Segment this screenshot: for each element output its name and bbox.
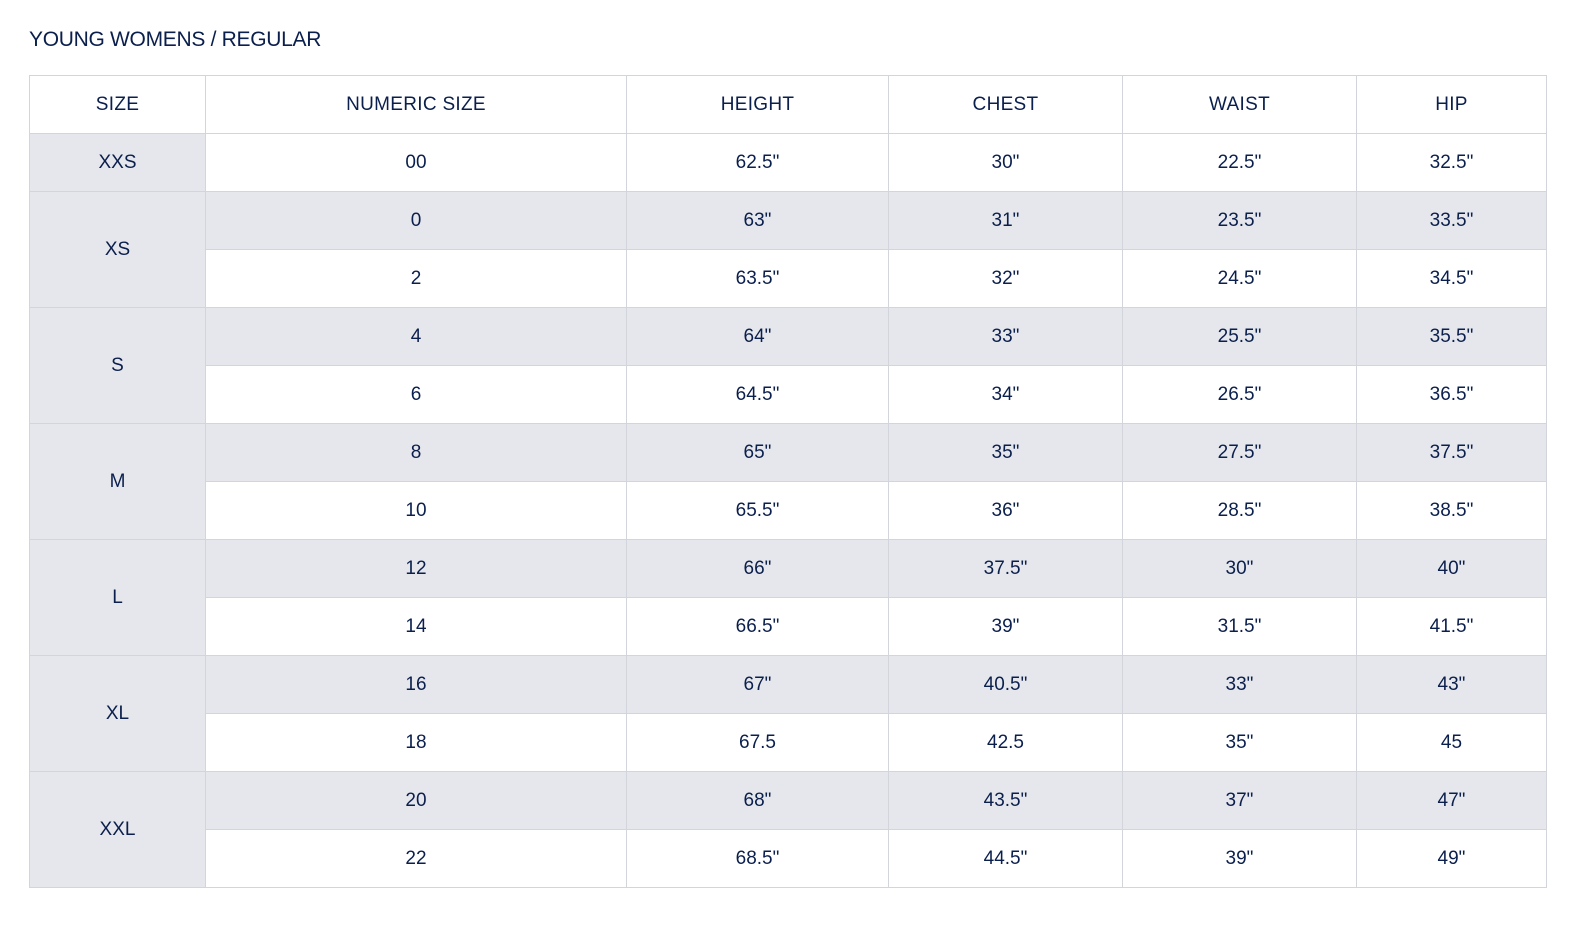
height-cell: 67"	[626, 655, 889, 714]
table-row: 18 67.5 42.5 35" 45	[30, 713, 1547, 772]
waist-cell: 33"	[1122, 655, 1357, 714]
size-label-cell: XXS	[29, 133, 206, 192]
table-row: 14 66.5" 39" 31.5" 41.5"	[30, 597, 1547, 656]
waist-cell: 35"	[1122, 713, 1357, 772]
table-row: XXS 00 62.5" 30" 22.5" 32.5"	[29, 133, 1547, 192]
numeric-size-cell: 22	[205, 829, 627, 888]
waist-cell: 22.5"	[1122, 133, 1357, 192]
table-row: 22 68.5" 44.5" 39" 49"	[30, 829, 1547, 888]
hip-cell: 33.5"	[1356, 191, 1547, 250]
waist-cell: 30"	[1122, 539, 1357, 598]
table-row: M 8 65" 35" 27.5" 37.5"	[29, 423, 1547, 540]
hip-cell: 35.5"	[1356, 307, 1547, 366]
table-row: S 4 64" 33" 25.5" 35.5"	[29, 307, 1547, 424]
numeric-size-cell: 0	[205, 191, 627, 250]
chest-cell: 30"	[888, 133, 1123, 192]
chest-cell: 31"	[888, 191, 1123, 250]
waist-cell: 25.5"	[1122, 307, 1357, 366]
height-cell: 64.5"	[626, 365, 889, 424]
height-cell: 64"	[626, 307, 889, 366]
hip-cell: 38.5"	[1356, 481, 1547, 540]
numeric-size-cell: 18	[205, 713, 627, 772]
chest-cell: 44.5"	[888, 829, 1123, 888]
size-label-cell: L	[29, 539, 206, 656]
chest-cell: 42.5	[888, 713, 1123, 772]
numeric-size-cell: 12	[205, 539, 627, 598]
hip-cell: 36.5"	[1356, 365, 1547, 424]
chest-cell: 43.5"	[888, 771, 1123, 830]
column-header-height: HEIGHT	[626, 75, 889, 134]
hip-cell: 45	[1356, 713, 1547, 772]
column-header-waist: WAIST	[1122, 75, 1357, 134]
table-row: L 12 66" 37.5" 30" 40"	[29, 539, 1547, 656]
column-header-chest: CHEST	[888, 75, 1123, 134]
chest-cell: 36"	[888, 481, 1123, 540]
table-row: 6 64.5" 34" 26.5" 36.5"	[30, 365, 1547, 424]
hip-cell: 49"	[1356, 829, 1547, 888]
numeric-size-cell: 6	[205, 365, 627, 424]
page-title: YOUNG WOMENS / REGULAR	[29, 28, 322, 51]
height-cell: 65.5"	[626, 481, 889, 540]
table-row: XXL 20 68" 43.5" 37" 47"	[29, 771, 1547, 888]
numeric-size-cell: 20	[205, 771, 627, 830]
height-cell: 68"	[626, 771, 889, 830]
numeric-size-cell: 16	[205, 655, 627, 714]
hip-cell: 40"	[1356, 539, 1547, 598]
hip-cell: 43"	[1356, 655, 1547, 714]
waist-cell: 26.5"	[1122, 365, 1357, 424]
waist-cell: 24.5"	[1122, 249, 1357, 308]
column-header-numeric-size: NUMERIC SIZE	[205, 75, 627, 134]
chest-cell: 34"	[888, 365, 1123, 424]
waist-cell: 31.5"	[1122, 597, 1357, 656]
header-row: SIZE NUMERIC SIZE HEIGHT CHEST WAIST HIP	[29, 75, 1547, 134]
size-label-cell: XS	[29, 191, 206, 308]
height-cell: 63.5"	[626, 249, 889, 308]
chest-cell: 33"	[888, 307, 1123, 366]
hip-cell: 47"	[1356, 771, 1547, 830]
height-cell: 68.5"	[626, 829, 889, 888]
numeric-size-cell: 00	[205, 133, 627, 192]
hip-cell: 37.5"	[1356, 423, 1547, 482]
height-cell: 65"	[626, 423, 889, 482]
height-cell: 66.5"	[626, 597, 889, 656]
hip-cell: 32.5"	[1356, 133, 1547, 192]
size-label-cell: M	[29, 423, 206, 540]
waist-cell: 23.5"	[1122, 191, 1357, 250]
size-label-cell: XXL	[29, 771, 206, 888]
chest-cell: 32"	[888, 249, 1123, 308]
chest-cell: 39"	[888, 597, 1123, 656]
size-label-cell: S	[29, 307, 206, 424]
table-row: XS 0 63" 31" 23.5" 33.5"	[29, 191, 1547, 308]
table-row: 10 65.5" 36" 28.5" 38.5"	[30, 481, 1547, 540]
numeric-size-cell: 4	[205, 307, 627, 366]
numeric-size-cell: 14	[205, 597, 627, 656]
height-cell: 63"	[626, 191, 889, 250]
numeric-size-cell: 2	[205, 249, 627, 308]
table-row: 2 63.5" 32" 24.5" 34.5"	[30, 249, 1547, 308]
height-cell: 67.5	[626, 713, 889, 772]
waist-cell: 27.5"	[1122, 423, 1357, 482]
waist-cell: 39"	[1122, 829, 1357, 888]
numeric-size-cell: 8	[205, 423, 627, 482]
height-cell: 66"	[626, 539, 889, 598]
numeric-size-cell: 10	[205, 481, 627, 540]
chest-cell: 40.5"	[888, 655, 1123, 714]
chest-cell: 37.5"	[888, 539, 1123, 598]
chest-cell: 35"	[888, 423, 1123, 482]
size-chart-table: SIZE NUMERIC SIZE HEIGHT CHEST WAIST HIP…	[29, 75, 1547, 888]
waist-cell: 37"	[1122, 771, 1357, 830]
size-label-cell: XL	[29, 655, 206, 772]
column-header-size: SIZE	[29, 75, 206, 134]
table-row: XL 16 67" 40.5" 33" 43"	[29, 655, 1547, 772]
hip-cell: 41.5"	[1356, 597, 1547, 656]
hip-cell: 34.5"	[1356, 249, 1547, 308]
height-cell: 62.5"	[626, 133, 889, 192]
waist-cell: 28.5"	[1122, 481, 1357, 540]
column-header-hip: HIP	[1356, 75, 1547, 134]
